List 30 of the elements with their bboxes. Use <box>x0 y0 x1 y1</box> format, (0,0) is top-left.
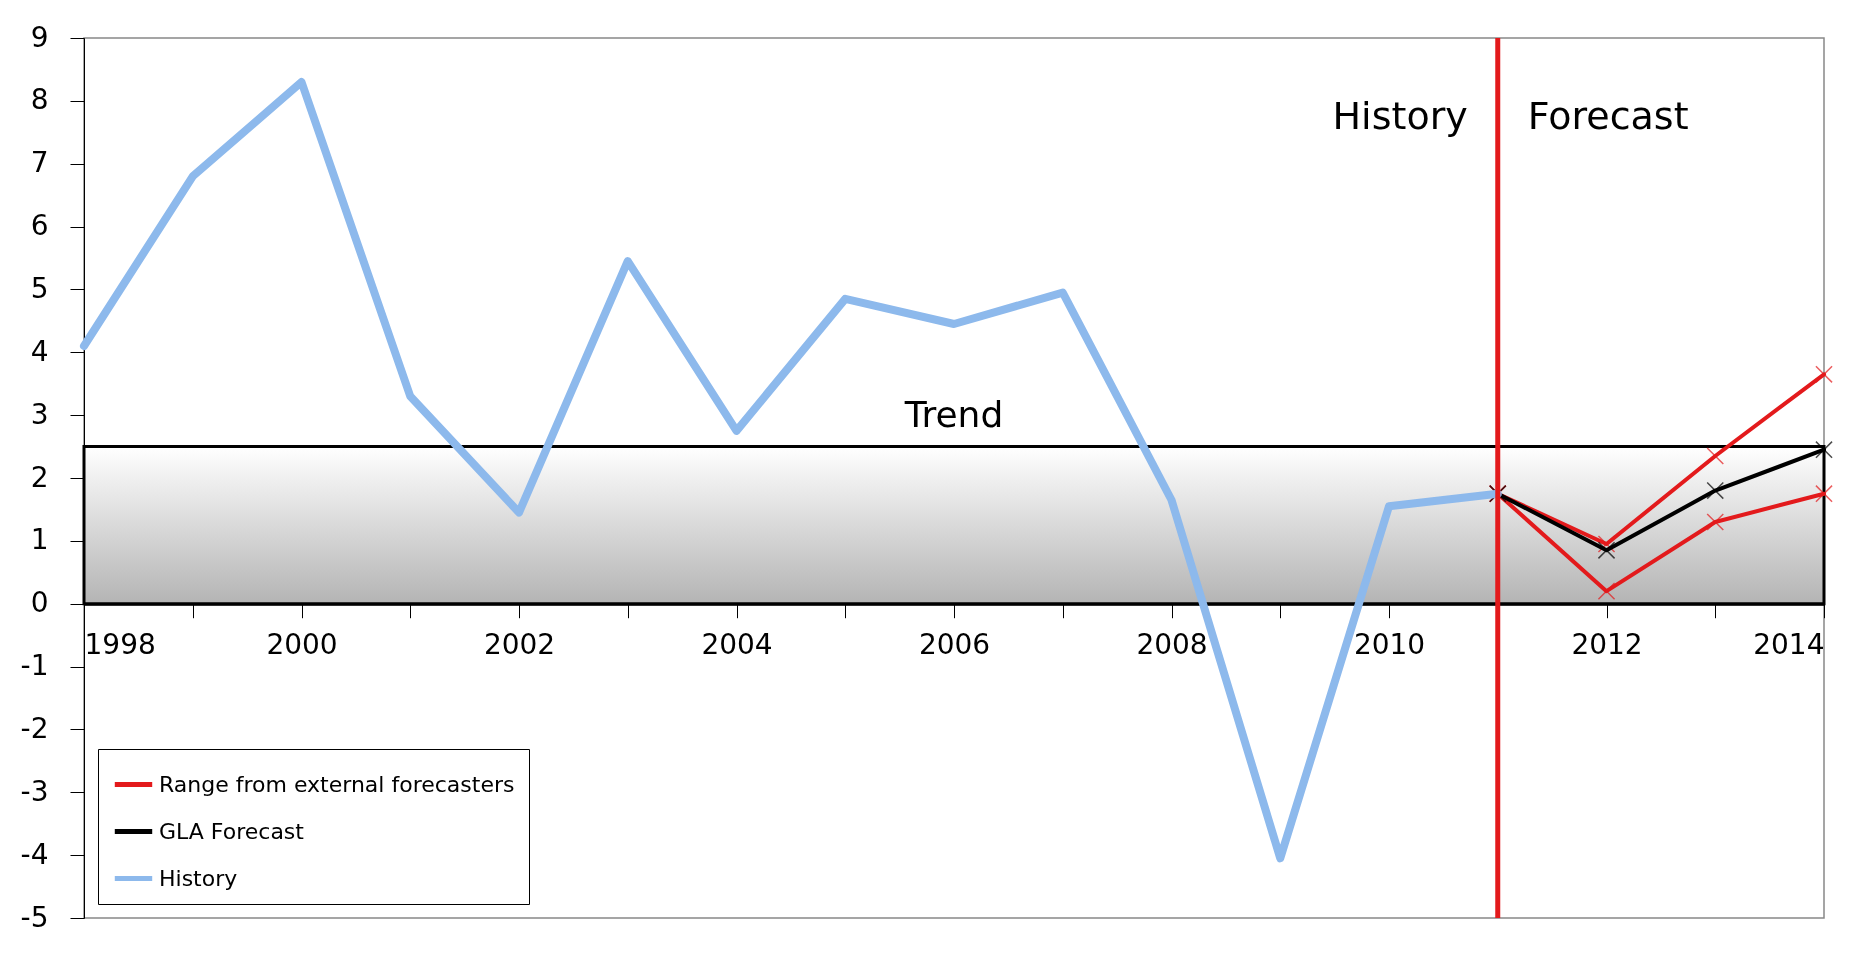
x-tick-label: 2000 <box>266 628 338 662</box>
x-tick-label: 2002 <box>483 628 556 662</box>
band-label: Trend <box>903 393 1004 435</box>
x-tick-label: 2012 <box>1571 628 1643 662</box>
y-tick-label: 9 <box>30 20 49 54</box>
y-tick-label: 7 <box>30 146 49 180</box>
annotation: Forecast <box>1527 94 1689 138</box>
annotation: History <box>1332 94 1468 138</box>
y-tick-label: 4 <box>30 334 49 368</box>
y-tick-label: -4 <box>20 837 49 871</box>
x-tick-label: 2004 <box>701 628 773 662</box>
y-tick-label: 1 <box>30 523 49 557</box>
y-tick-label: 8 <box>30 83 49 117</box>
x-tick-label: 2014 <box>1753 628 1825 662</box>
x-tick-label: 1998 <box>84 628 156 662</box>
legend-label: History <box>159 865 238 891</box>
y-tick-label: 2 <box>30 460 49 494</box>
y-tick-label: -2 <box>20 711 49 745</box>
x-tick-label: 2008 <box>1136 628 1208 662</box>
x-tick-label: 2006 <box>918 628 991 662</box>
y-tick-label: -5 <box>20 900 49 934</box>
legend-label: Range from external forecasters <box>159 771 515 797</box>
y-tick-label: 6 <box>30 209 49 243</box>
y-tick-label: 0 <box>30 586 49 620</box>
y-tick-label: -1 <box>20 649 49 683</box>
y-tick-label: 3 <box>30 397 49 431</box>
y-tick-label: 5 <box>30 271 49 305</box>
x-tick-label: 2010 <box>1353 628 1426 662</box>
legend-label: GLA Forecast <box>159 818 305 844</box>
y-tick-label: -3 <box>20 774 49 808</box>
